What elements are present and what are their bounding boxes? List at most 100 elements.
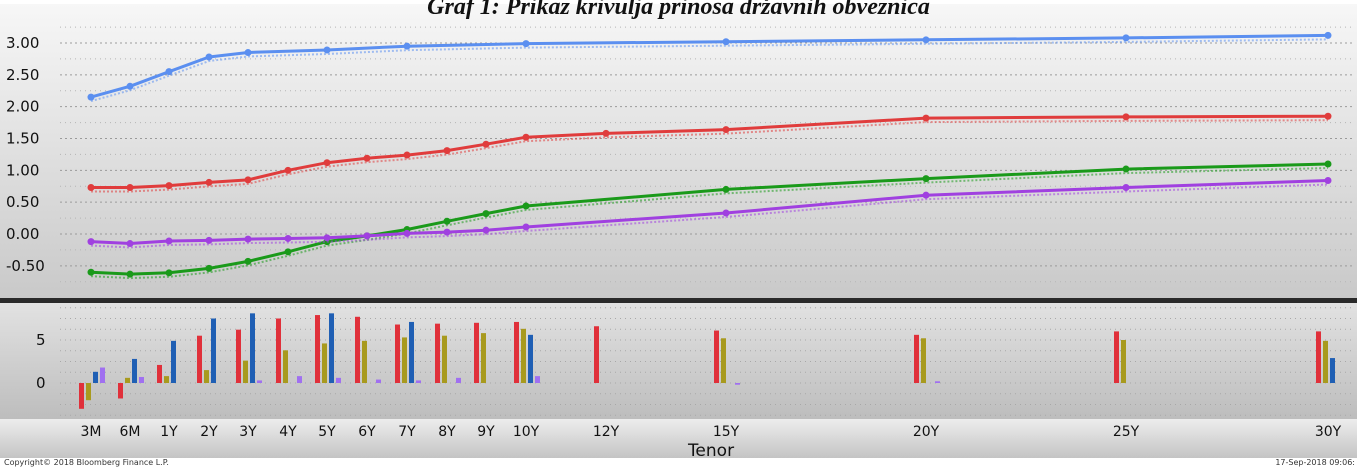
lower-gridlines [60,307,1352,416]
data-point [87,268,95,276]
y-tick-label: 3.00 [6,34,39,52]
data-point [244,49,252,57]
bar [204,370,209,383]
bar [132,358,137,383]
data-point [403,151,411,159]
bar [1114,331,1119,383]
bar [416,380,421,383]
bar [1121,340,1126,383]
data-point [323,159,331,167]
data-point [126,82,134,90]
y-tick-label: 0.50 [6,193,39,211]
x-tick-label: 5Y [318,424,336,440]
data-point [244,176,252,184]
data-point [205,264,213,272]
series-line [90,162,1329,276]
series-line-shadow [90,183,1329,249]
bar [243,360,248,383]
data-point [284,248,292,256]
data-point [323,234,331,242]
bar [921,338,926,383]
data-point [1324,112,1332,120]
data-point [403,229,411,237]
bar [1316,331,1321,383]
data-point [165,68,173,76]
bar [474,322,479,383]
bar [402,337,407,383]
data-point [922,114,930,122]
bar [250,313,255,383]
data-point [165,182,173,190]
data-point [1122,34,1130,42]
bar [322,343,327,383]
bar [329,313,334,383]
data-point [522,133,530,141]
bar [139,376,144,383]
series-line [90,33,1329,99]
data-point [205,236,213,244]
data-point [284,234,292,242]
x-tick-label: 6M [120,424,141,440]
y-tick-label: -0.50 [6,257,45,275]
date-stamp: 17-Sep-2018 09:06: [1275,458,1355,467]
bar [164,376,169,383]
data-point [1324,177,1332,185]
bar [125,377,130,383]
bar [714,330,719,383]
x-tick-label: 30Y [1315,424,1342,440]
data-point [922,191,930,199]
bar [362,340,367,383]
data-point [522,40,530,48]
x-tick-label: 20Y [913,424,940,440]
spread-bars [79,313,1335,409]
bar [435,323,440,383]
x-axis-label: Tenor [687,441,734,461]
bar [456,377,461,383]
upper-y-ticks: 3.00 2.50 2.00 1.50 1.00 0.50 0.00 -0.50 [6,34,45,275]
bar [236,329,241,383]
data-point [443,228,451,236]
x-tick-label: 2Y [200,424,218,440]
x-tick-label: 6Y [358,424,376,440]
data-point [443,147,451,155]
data-point [205,53,213,61]
data-point [722,209,730,217]
x-tick-label: 15Y [713,424,740,440]
bar [86,383,91,401]
panel-divider [0,298,1357,303]
bar [521,328,526,383]
bar [276,318,281,383]
data-point [165,269,173,277]
bar [409,321,414,383]
x-tick-label: 9Y [477,424,495,440]
data-point [323,46,331,54]
bar [735,383,740,385]
bar [355,316,360,383]
bar [535,376,540,383]
upper-plot-background [0,4,1357,298]
lower-plot-background [0,303,1357,419]
copyright-text: Copyright© 2018 Bloomberg Finance L.P. [4,458,169,467]
bar [257,380,262,383]
bar [376,379,381,383]
data-point [722,185,730,193]
data-point [482,140,490,148]
x-tick-label: 8Y [438,424,456,440]
y-tick-label: 2.50 [6,66,39,84]
bar [594,326,599,383]
bar [935,381,940,383]
bar [297,376,302,383]
bar [100,367,105,383]
y-tick-label: 1.50 [6,130,39,148]
x-tick-label: 4Y [279,424,297,440]
series-line-shadow [91,119,1329,193]
x-axis-band [0,419,1357,458]
bar [442,335,447,383]
bar [1330,358,1335,383]
data-point [522,223,530,231]
y-tick-label: 0.00 [6,225,39,243]
x-tick-label: 7Y [398,424,416,440]
x-tick-label: 25Y [1113,424,1140,440]
y-tick-label: 5 [36,331,46,349]
